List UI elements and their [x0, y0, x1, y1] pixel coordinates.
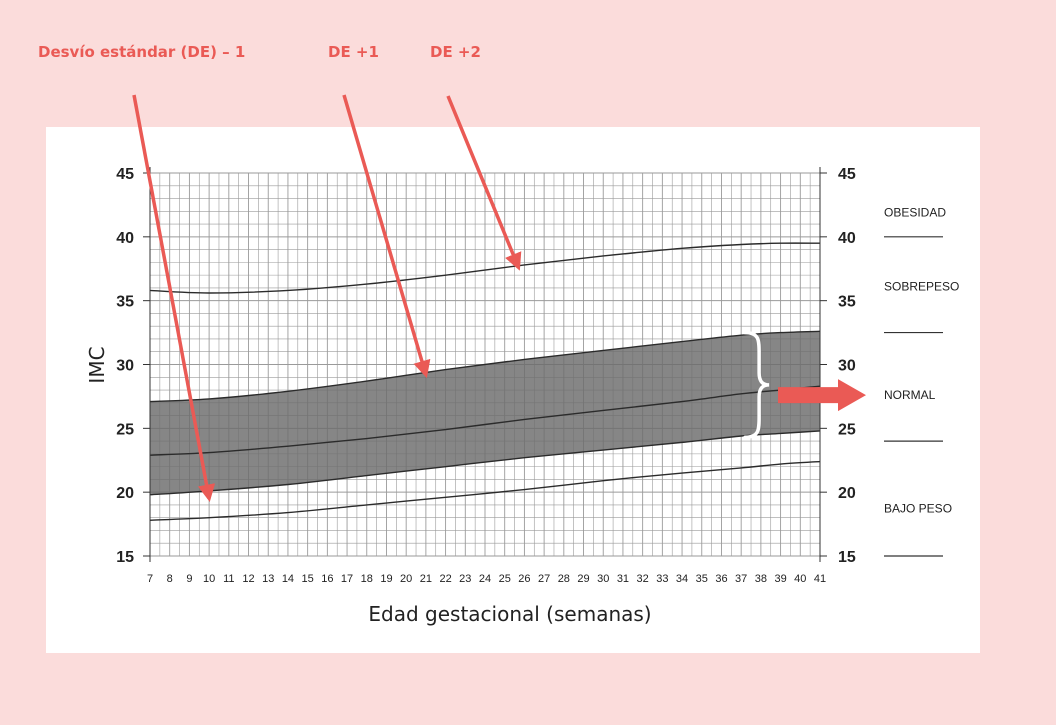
y-tick-label-right: 20 — [838, 485, 856, 502]
x-tick-label: 29 — [577, 573, 589, 585]
x-tick-label: 8 — [167, 573, 173, 585]
normal-pointer-arrow — [778, 379, 866, 412]
x-tick-label: 38 — [755, 573, 767, 585]
x-axis-label: Edad gestacional (semanas) — [368, 602, 651, 626]
y-tick-label-left: 25 — [116, 421, 134, 438]
annotation-arrow-3 — [446, 95, 522, 271]
x-tick-label: 37 — [735, 573, 747, 585]
annotation-arrows — [132, 94, 866, 502]
x-tick-label: 19 — [380, 573, 392, 585]
y-tick-label-left: 35 — [116, 294, 134, 311]
series-line-4 — [149, 460, 821, 521]
x-tick-label: 34 — [676, 573, 688, 585]
x-tick-label: 25 — [499, 573, 511, 585]
sd-minus-1-label: Desvío estándar (DE) – 1 — [38, 43, 246, 61]
x-tick-label: 16 — [321, 573, 333, 585]
y-tick-label-left: 20 — [116, 485, 134, 502]
x-tick-label: 36 — [715, 573, 727, 585]
x-tick-label: 30 — [597, 573, 609, 585]
x-tick-label: 18 — [361, 573, 373, 585]
y-axis-label: IMC — [85, 346, 109, 383]
x-tick-label: 7 — [147, 573, 153, 585]
series-line-0 — [149, 242, 821, 294]
x-tick-label: 35 — [696, 573, 708, 585]
x-tick-label: 10 — [203, 573, 215, 585]
y-tick-label-left: 15 — [116, 549, 134, 566]
x-tick-label: 31 — [617, 573, 629, 585]
x-tick-label: 13 — [262, 573, 274, 585]
sd-plus-1-label: DE +1 — [328, 43, 379, 61]
x-tick-label: 33 — [656, 573, 668, 585]
x-tick-label: 23 — [459, 573, 471, 585]
x-tick-label: 20 — [400, 573, 412, 585]
y-tick-label-right: 30 — [838, 358, 856, 375]
x-tick-label: 15 — [302, 573, 314, 585]
y-tick-label-right: 40 — [838, 230, 856, 247]
y-tick-label-right: 25 — [838, 421, 856, 438]
x-tick-label: 24 — [479, 573, 491, 585]
category-label: BAJO PESO — [884, 501, 952, 515]
series-line-2 — [149, 385, 821, 456]
y-tick-label-left: 40 — [116, 230, 134, 247]
x-tick-label: 12 — [242, 573, 254, 585]
y-tick-label-right: 35 — [838, 294, 856, 311]
category-labels: OBESIDAD SOBREPESO NORMAL BAJO PESO — [884, 205, 959, 557]
category-label: SOBREPESO — [884, 279, 959, 293]
annotation-arrow-2 — [342, 94, 431, 379]
x-tick-label: 14 — [282, 573, 294, 585]
x-tick-label: 27 — [538, 573, 550, 585]
category-label: NORMAL — [884, 388, 936, 402]
y-tick-label-right: 15 — [838, 549, 856, 566]
category-label: OBESIDAD — [884, 205, 946, 219]
x-tick-label: 40 — [794, 573, 806, 585]
normal-band-fill — [150, 331, 820, 495]
annotation-arrow-1 — [132, 94, 216, 502]
sd-plus-2-label: DE +2 — [430, 43, 481, 61]
x-tick-label: 41 — [814, 573, 826, 585]
y-tick-label-right: 45 — [838, 166, 856, 183]
x-tick-label: 9 — [186, 573, 192, 585]
y-tick-label-left: 30 — [116, 358, 134, 375]
x-tick-label: 28 — [558, 573, 570, 585]
axes: 15 15 20 20 25 25 30 30 35 35 40 40 45 45 7 8 9 10 11 12 13 1… — [116, 166, 856, 585]
y-tick-label-left: 45 — [116, 166, 134, 183]
x-tick-label: 39 — [774, 573, 786, 585]
x-tick-label: 32 — [637, 573, 649, 585]
x-tick-label: 17 — [341, 573, 353, 585]
x-tick-label: 21 — [420, 573, 432, 585]
x-tick-label: 11 — [223, 573, 234, 585]
normal-band — [150, 331, 820, 495]
x-tick-label: 26 — [518, 573, 530, 585]
x-tick-label: 22 — [439, 573, 451, 585]
